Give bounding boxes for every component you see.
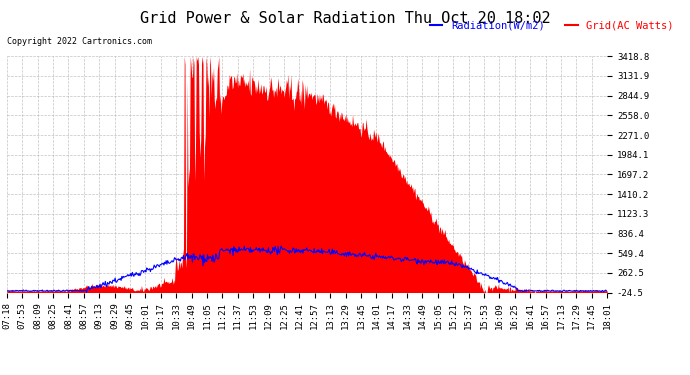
- Text: Grid Power & Solar Radiation Thu Oct 20 18:02: Grid Power & Solar Radiation Thu Oct 20 …: [139, 11, 551, 26]
- Legend: Radiation(W/m2), Grid(AC Watts): Radiation(W/m2), Grid(AC Watts): [426, 16, 678, 35]
- Text: Copyright 2022 Cartronics.com: Copyright 2022 Cartronics.com: [7, 38, 152, 46]
